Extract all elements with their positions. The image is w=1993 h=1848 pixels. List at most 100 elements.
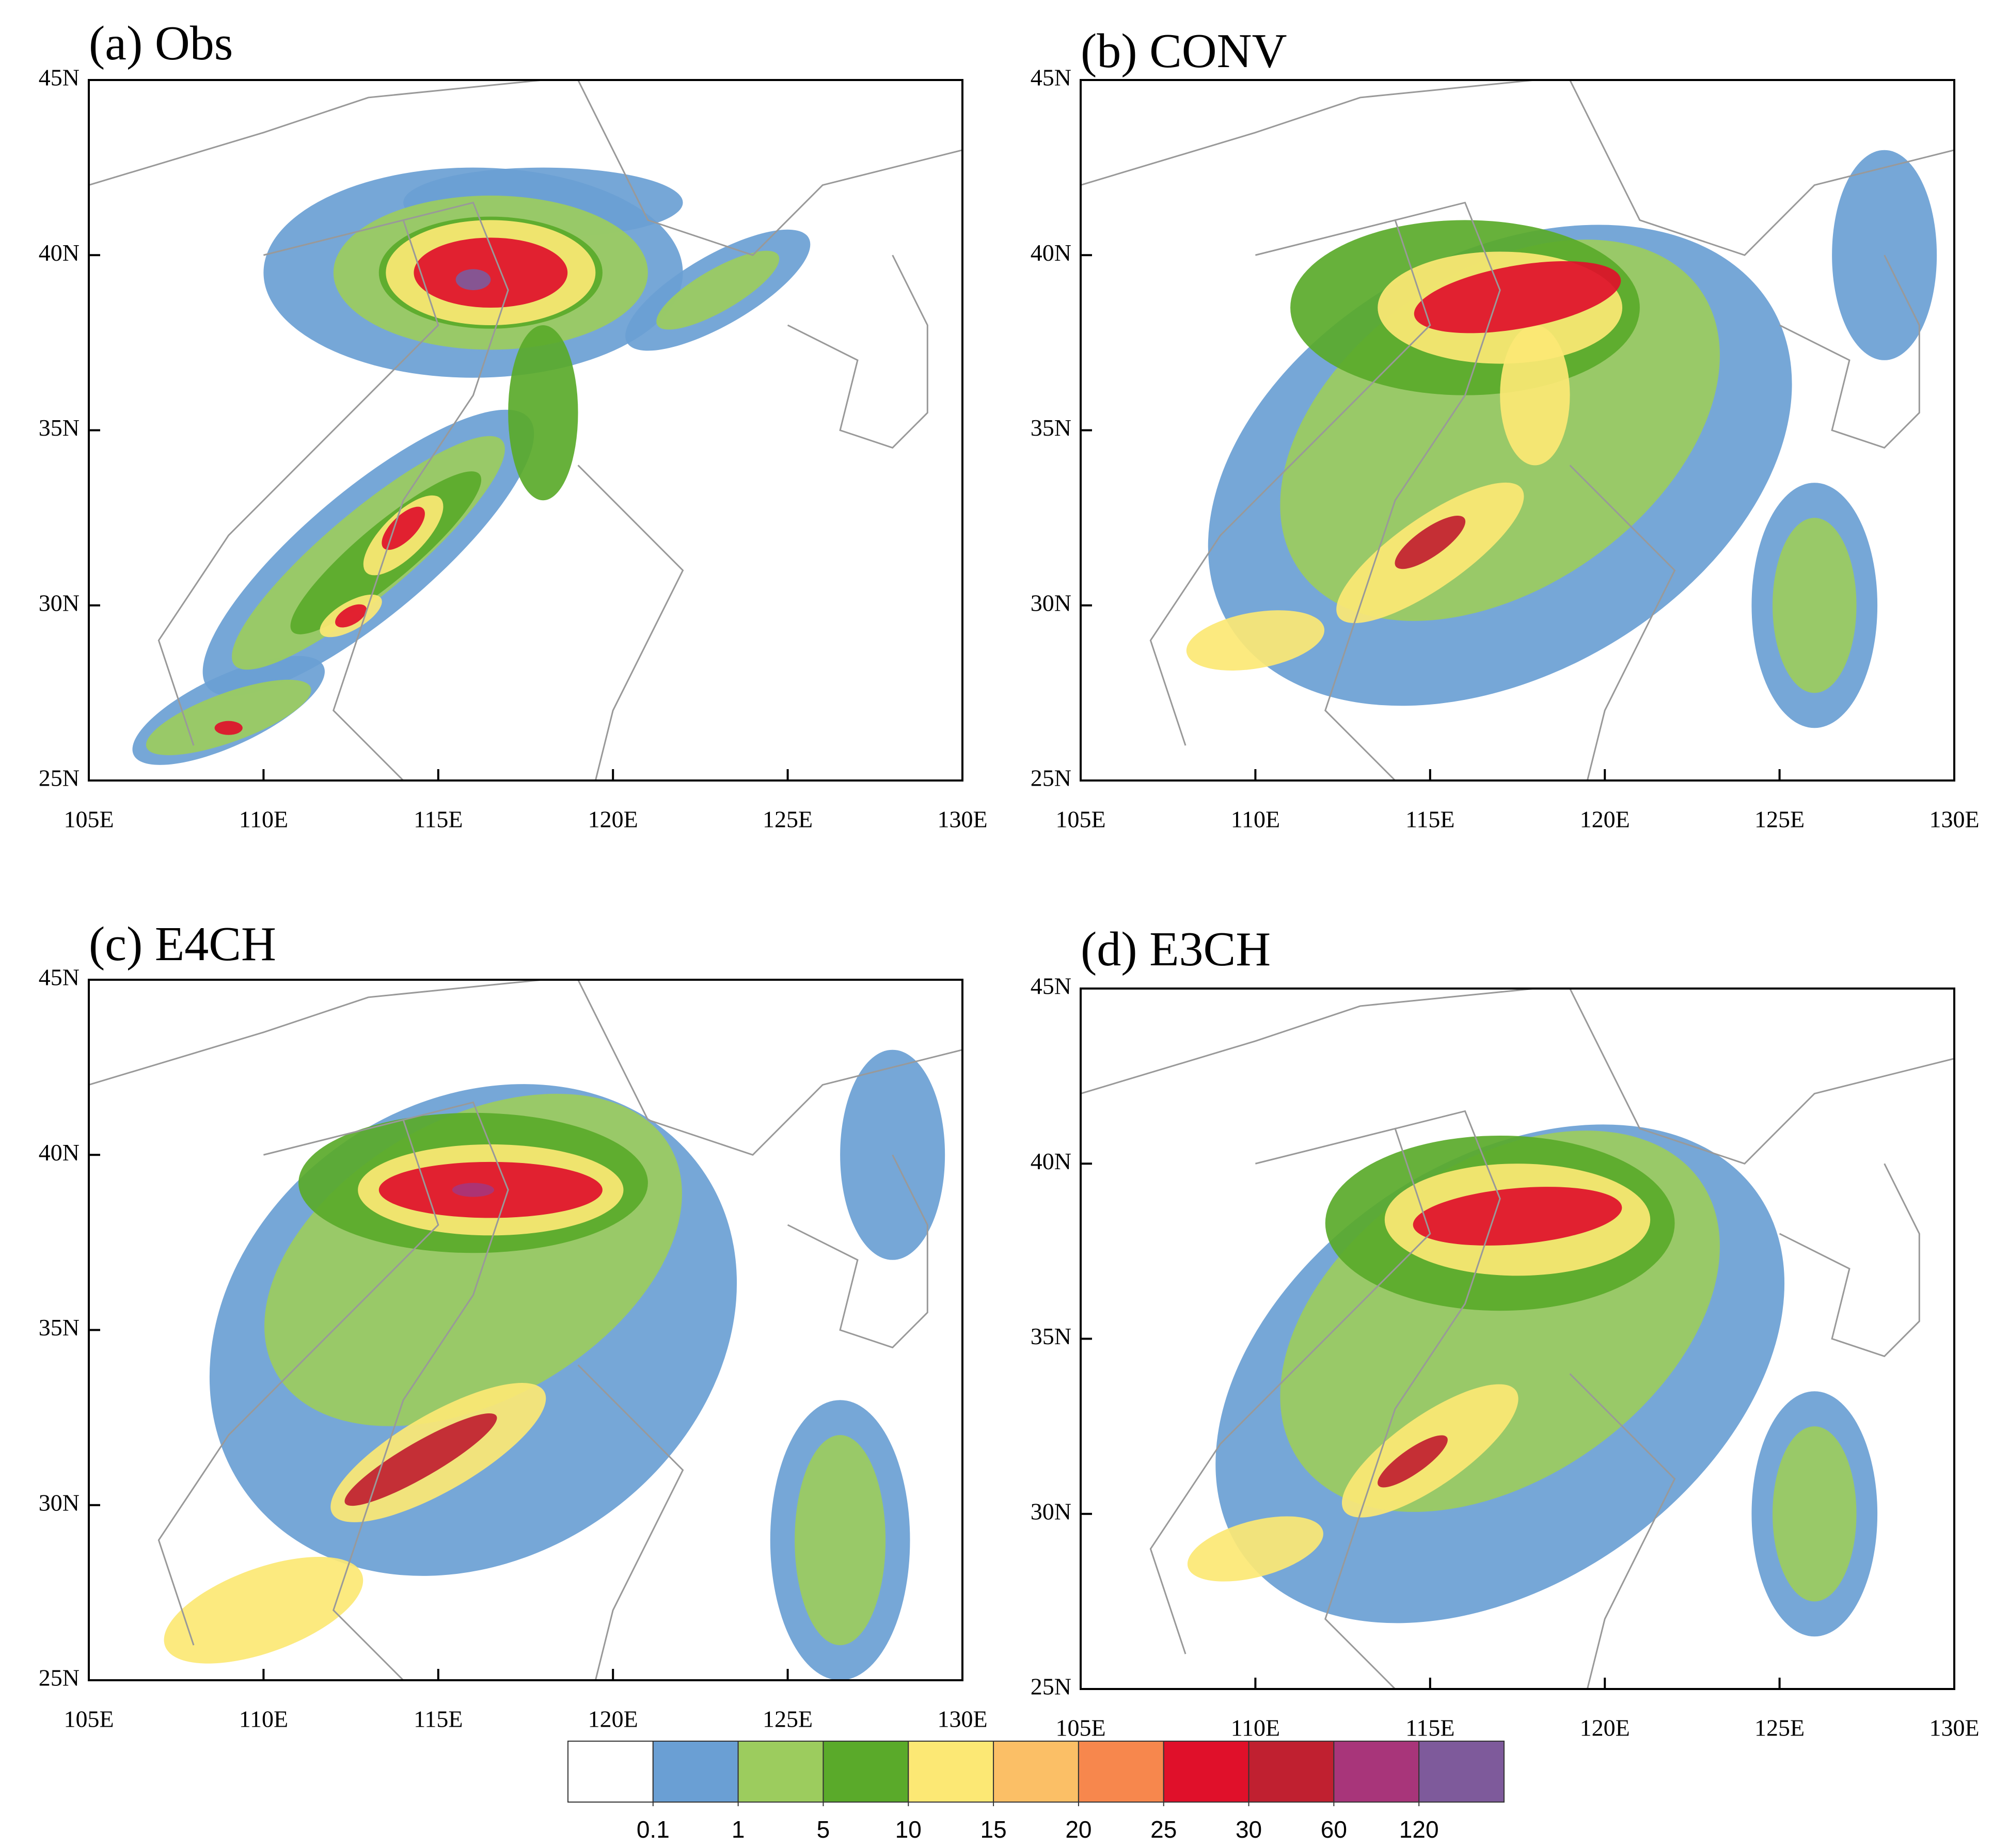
border xyxy=(1569,465,1676,780)
map-panel: (a) Obs 105E 110E 115E 120E 125E 130E 25N 30N 35N… xyxy=(39,17,988,833)
border xyxy=(1324,1110,1501,1689)
lat-tick-label: 25N xyxy=(39,765,80,791)
map-panel: (b) CONV 105E 110E 115E 120E 125E 130E 25N 30N 35… xyxy=(1031,24,1980,833)
border xyxy=(1779,254,1920,449)
colorbar-box xyxy=(1163,1741,1249,1803)
rain-area xyxy=(414,237,568,308)
rain-area xyxy=(1500,325,1570,466)
lat-tick-label: 45N xyxy=(1031,65,1071,91)
border xyxy=(1569,80,1954,256)
lon-tick-label: 105E xyxy=(1055,1715,1105,1741)
lon-tick-label: 120E xyxy=(1580,1715,1630,1741)
rain-field xyxy=(1081,80,1954,780)
border xyxy=(1081,80,1535,186)
rain-area xyxy=(214,721,243,735)
map-panel: (d) E3CH 105E 110E 115E 120E 125E 130E 25N 30N 35… xyxy=(1031,922,1980,1741)
border xyxy=(577,465,684,780)
rain-area xyxy=(344,1413,497,1506)
lat-tick-label: 25N xyxy=(1031,765,1071,791)
colorbar: 0.1 1 5 10 15 20 25 30 60 120 xyxy=(567,1741,1505,1843)
colorbar-box xyxy=(1333,1741,1420,1803)
lon-tick-label: 115E xyxy=(1405,806,1454,833)
lat-tick-label: 45N xyxy=(1031,973,1071,999)
rain-area xyxy=(1186,610,1325,671)
rain-area xyxy=(335,604,367,628)
lon-tick-label: 120E xyxy=(588,806,638,833)
colorbar-label: 10 xyxy=(895,1816,922,1843)
border xyxy=(89,980,543,1086)
border xyxy=(577,1364,684,1680)
rain-area xyxy=(1773,1426,1857,1602)
lon-tick-label: 130E xyxy=(937,1706,987,1732)
lat-tick-label: 35N xyxy=(39,1314,80,1341)
lat-tick-label: 30N xyxy=(39,1489,80,1516)
rain-area xyxy=(382,506,425,550)
lat-tick-label: 40N xyxy=(39,1139,80,1166)
border xyxy=(1779,1163,1920,1358)
colorbar-box xyxy=(1418,1741,1505,1803)
rain-area xyxy=(1395,516,1466,569)
colorbar-label: 30 xyxy=(1236,1816,1262,1843)
border xyxy=(1149,1127,1431,1654)
rain-area xyxy=(508,325,578,501)
lon-tick-label: 130E xyxy=(937,806,987,833)
rain-area xyxy=(1378,1435,1448,1488)
border xyxy=(577,980,962,1156)
lon-tick-label: 120E xyxy=(1580,806,1630,833)
border xyxy=(333,201,509,780)
lat-tick-label: 35N xyxy=(39,415,80,441)
lon-tick-label: 110E xyxy=(1231,1715,1280,1741)
border xyxy=(1081,989,1535,1094)
lat-tick-label: 25N xyxy=(39,1665,80,1691)
border xyxy=(787,254,928,449)
lon-tick-label: 110E xyxy=(239,1706,288,1732)
lat-tick-label: 25N xyxy=(1031,1674,1071,1700)
colorbar-box xyxy=(737,1741,824,1803)
colorbar-box xyxy=(908,1741,994,1803)
colorbar-label: 5 xyxy=(817,1816,830,1843)
border xyxy=(787,1154,928,1349)
colorbar-label: 120 xyxy=(1399,1816,1439,1843)
lon-tick-label: 125E xyxy=(1754,1715,1805,1741)
lon-tick-label: 130E xyxy=(1929,806,1979,833)
lon-tick-label: 120E xyxy=(588,1706,638,1732)
lon-tick-label: 130E xyxy=(1929,1715,1979,1741)
lon-tick-label: 105E xyxy=(64,1706,114,1732)
lat-tick-label: 30N xyxy=(1031,590,1071,616)
colorbar-box xyxy=(1078,1741,1164,1803)
rain-area xyxy=(1414,261,1621,333)
panel-title: (d) E3CH xyxy=(1081,922,1271,976)
lon-tick-label: 115E xyxy=(1405,1715,1454,1741)
border xyxy=(157,1119,439,1646)
rain-field xyxy=(1081,989,1954,1689)
rain-area xyxy=(1187,1516,1323,1582)
lat-tick-label: 45N xyxy=(39,65,80,91)
border xyxy=(1149,219,1431,746)
rain-area xyxy=(164,1556,363,1664)
lon-tick-label: 105E xyxy=(1055,806,1105,833)
lat-tick-label: 45N xyxy=(39,964,80,991)
lat-tick-label: 40N xyxy=(39,240,80,266)
rain-field xyxy=(89,980,962,1680)
colorbar-box xyxy=(567,1741,654,1803)
lon-tick-label: 110E xyxy=(239,806,288,833)
colorbar-box xyxy=(822,1741,909,1803)
rain-area xyxy=(146,679,311,755)
lat-tick-label: 35N xyxy=(1031,1323,1071,1349)
colorbar-label: 20 xyxy=(1065,1816,1092,1843)
lon-tick-label: 110E xyxy=(1231,806,1280,833)
lat-tick-label: 30N xyxy=(1031,1498,1071,1524)
border xyxy=(577,80,962,256)
border xyxy=(1569,989,1954,1165)
rain-area xyxy=(452,1183,495,1197)
colorbar-label: 0.1 xyxy=(637,1816,670,1843)
border xyxy=(333,1101,509,1680)
colorbar-label: 15 xyxy=(980,1816,1007,1843)
border xyxy=(1324,201,1501,780)
rain-field xyxy=(89,80,962,780)
colorbar-label: 1 xyxy=(732,1816,745,1843)
lon-tick-label: 115E xyxy=(414,806,463,833)
map-panel: (c) E4CH 105E 110E 115E 120E 125E 130E 25N 30N 35… xyxy=(39,917,988,1732)
lon-tick-label: 125E xyxy=(763,806,813,833)
